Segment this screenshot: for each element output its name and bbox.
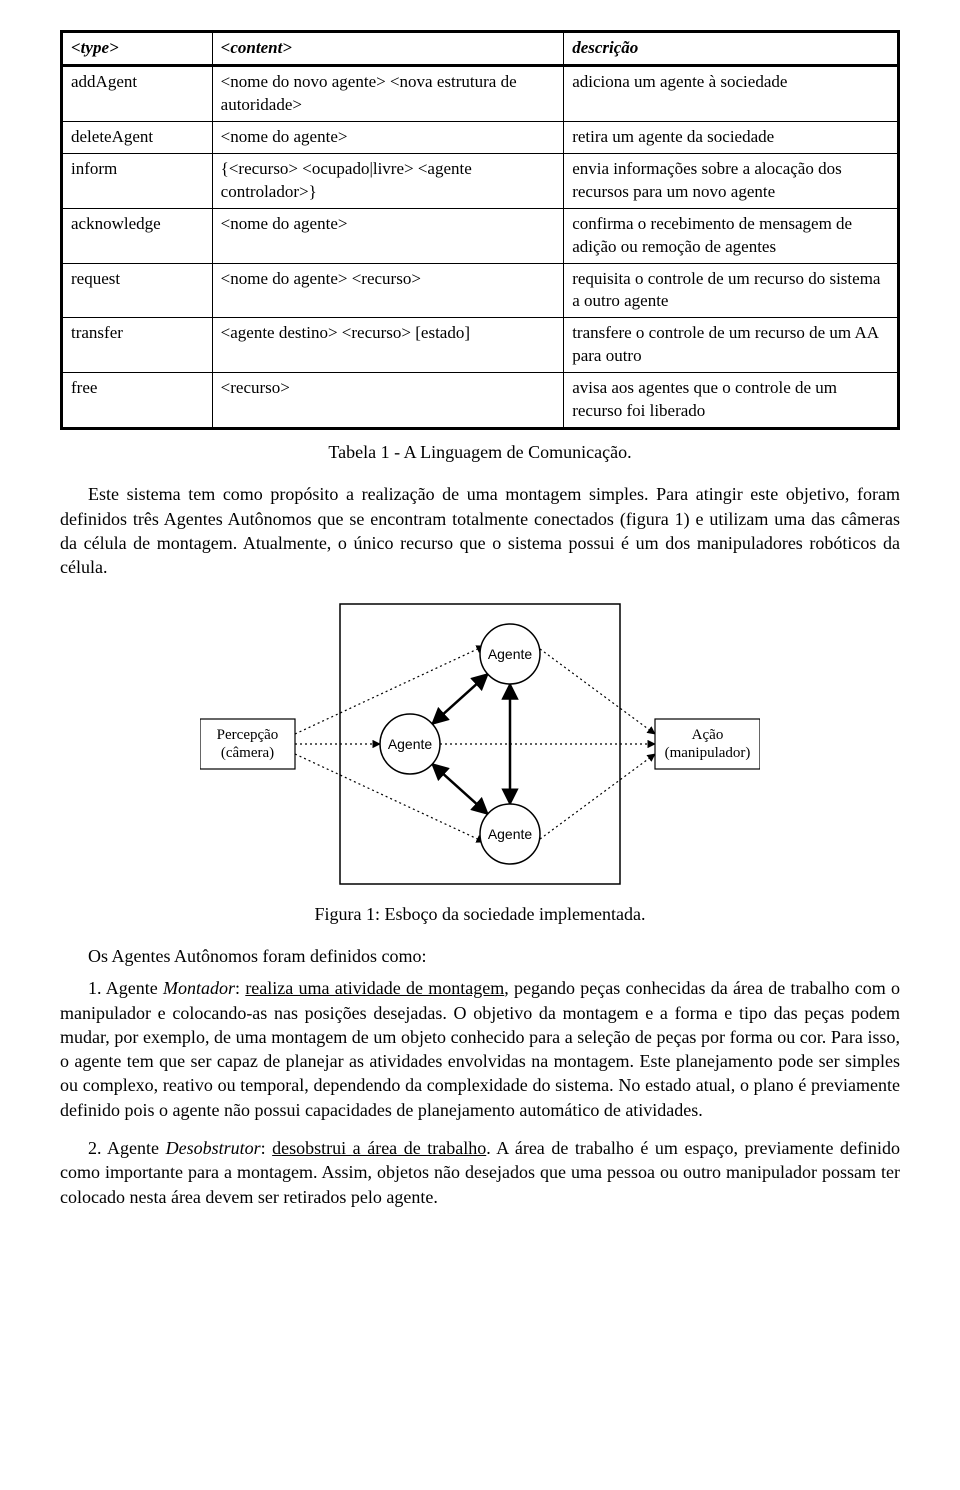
item1-prefix: 1. Agente <box>88 978 163 998</box>
table-caption: Tabela 1 - A Linguagem de Comunicação. <box>60 440 900 464</box>
cell-desc: confirma o recebimento de mensagem de ad… <box>564 208 899 263</box>
agent-left-label: Agente <box>388 736 433 752</box>
cell-type: transfer <box>62 318 213 373</box>
table-row: free<recurso>avisa aos agentes que o con… <box>62 373 899 429</box>
item2-prefix: 2. Agente <box>88 1138 166 1158</box>
perception-box-line2: (câmera) <box>221 745 274 761</box>
header-type: <type> <box>62 32 213 66</box>
cell-desc: adiciona um agente à sociedade <box>564 65 899 121</box>
cell-desc: requisita o controle de um recurso do si… <box>564 263 899 318</box>
item1-rest: , pegando peças conhecidas da área de tr… <box>60 978 900 1119</box>
agents-diagram: Agente Agente Agente Percepção (câmera) Ação (… <box>60 594 900 894</box>
table-row: acknowledge<nome do agente>confirma o re… <box>62 208 899 263</box>
paragraph-intro: Este sistema tem como propósito a realiz… <box>60 482 900 579</box>
header-content: <content> <box>212 32 564 66</box>
item1-underlined: realiza uma atividade de montagem <box>245 978 504 998</box>
agent-edge <box>432 764 487 814</box>
table-header-row: <type> <content> descrição <box>62 32 899 66</box>
agent-top-label: Agente <box>488 646 533 662</box>
item2-name: Desobstrutor <box>166 1138 261 1158</box>
cell-content: <agente destino> <recurso> [estado] <box>212 318 564 373</box>
cell-type: addAgent <box>62 65 213 121</box>
io-edge <box>536 754 655 842</box>
cell-type: request <box>62 263 213 318</box>
io-edge <box>295 754 484 842</box>
cell-content: <nome do novo agente> <nova estrutura de… <box>212 65 564 121</box>
cell-desc: retira um agente da sociedade <box>564 121 899 153</box>
item2-underlined: desobstrui a área de trabalho <box>272 1138 486 1158</box>
agents-intro-line: Os Agentes Autônomos foram definidos com… <box>60 944 900 968</box>
table-row: transfer<agente destino> <recurso> [esta… <box>62 318 899 373</box>
cell-type: inform <box>62 153 213 208</box>
communication-table: <type> <content> descrição addAgent<nome… <box>60 30 900 430</box>
cell-type: acknowledge <box>62 208 213 263</box>
agent-item-1: 1. Agente Montador: realiza uma atividad… <box>60 976 900 1122</box>
header-desc: descrição <box>564 32 899 66</box>
cell-type: free <box>62 373 213 429</box>
cell-content: <nome do agente> <recurso> <box>212 263 564 318</box>
table-row: inform{<recurso> <ocupado|livre> <agente… <box>62 153 899 208</box>
table-row: addAgent<nome do novo agente> <nova estr… <box>62 65 899 121</box>
cell-desc: transfere o controle de um recurso de um… <box>564 318 899 373</box>
item1-sep: : <box>235 978 245 998</box>
agent-item-2: 2. Agente Desobstrutor: desobstrui a áre… <box>60 1136 900 1209</box>
table-row: deleteAgent<nome do agente>retira um age… <box>62 121 899 153</box>
perception-box-line1: Percepção <box>217 727 279 743</box>
agent-edge <box>432 674 487 724</box>
cell-type: deleteAgent <box>62 121 213 153</box>
item2-sep: : <box>261 1138 273 1158</box>
io-edge <box>295 646 484 734</box>
item1-name: Montador <box>163 978 235 998</box>
cell-content: <recurso> <box>212 373 564 429</box>
action-box-line2: (manipulador) <box>665 745 751 761</box>
io-edge <box>536 646 655 734</box>
cell-content: <nome do agente> <box>212 208 564 263</box>
cell-desc: envia informações sobre a alocação dos r… <box>564 153 899 208</box>
cell-content: <nome do agente> <box>212 121 564 153</box>
figure-caption: Figura 1: Esboço da sociedade implementa… <box>60 902 900 926</box>
agent-bottom-label: Agente <box>488 826 533 842</box>
action-box-line1: Ação <box>692 727 724 743</box>
table-row: request<nome do agente> <recurso>requisi… <box>62 263 899 318</box>
cell-desc: avisa aos agentes que o controle de um r… <box>564 373 899 429</box>
cell-content: {<recurso> <ocupado|livre> <agente contr… <box>212 153 564 208</box>
